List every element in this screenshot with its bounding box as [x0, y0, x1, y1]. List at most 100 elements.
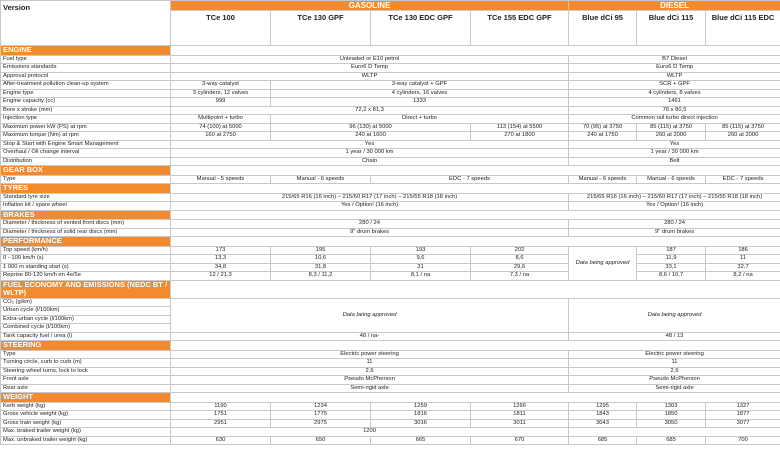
spec-value: 1850 [636, 410, 707, 420]
spec-label: Engine type [0, 88, 171, 98]
spec-value: 685 [636, 435, 707, 445]
spec-value: 31,8 [270, 262, 371, 272]
spec-label: Kerb weight (kg) [0, 401, 171, 411]
spec-value: 1259 [370, 401, 471, 411]
spec-value: Manual - 6 speeds [636, 174, 707, 184]
spec-label: Extra-urban cycle (l/100km) [0, 314, 171, 324]
spec-row: Max. braked trailer weight (kg) 1200 [0, 427, 780, 437]
spec-value: 215/65 R16 (16 inch) – 215/60 R17 (17 in… [568, 192, 780, 202]
spec-value: 240 at 1600 [270, 131, 471, 141]
spec-label: Steering wheel turns, lock to lock [0, 366, 171, 376]
spec-value: 1333 [269, 97, 570, 107]
spec-label: Turning circle, curb to curb (m) [0, 358, 171, 368]
spec-row: Diameter / thickness of vented front dis… [0, 219, 780, 229]
spec-label: Injection type [0, 114, 171, 124]
spec-value: Euro6 D Temp [568, 63, 780, 73]
spec-row: Reprise 80-120 km/h en 4e/5e 12 / 21,3 8,3… [0, 271, 780, 281]
spec-value: 3077 [705, 418, 780, 428]
spec-row: Rear axle Semi-rigid axle Semi-rigid axle [0, 383, 780, 393]
spec-value [568, 427, 780, 437]
model-name: Blue dCi 95 [568, 10, 638, 46]
header-row: Version GASOLINE DIESEL [0, 0, 780, 46]
spec-value: 8,1 / na [370, 271, 471, 281]
spec-value: Pseudo McPherson [169, 375, 570, 385]
section-title: TYRES [0, 183, 171, 194]
section-title: PERFORMANCE [0, 236, 171, 247]
section-fill [169, 45, 780, 56]
spec-label: Rear axle [0, 383, 171, 393]
spec-value: 270 at 1800 [469, 131, 570, 141]
spec-value: 1751 [170, 410, 271, 420]
spec-value: Manual - 6 speeds [568, 174, 638, 184]
spec-row: Kerb weight (kg) 1190 1234 1259 1266 1295 1303… [0, 401, 780, 411]
spec-value: 3016 [370, 418, 471, 428]
spec-row: Maximum power kW (PS) at rpm 74 (100) at … [0, 122, 780, 132]
spec-value: 9" drum brakes [169, 227, 570, 237]
group-header: DIESEL [568, 0, 780, 11]
section-title: STEERING [0, 340, 171, 351]
spec-value: 665 [370, 435, 471, 445]
spec-value: 70 (95) at 3750 [568, 122, 638, 132]
spec-row: Type Electric power steering Electric powe… [0, 349, 780, 359]
spec-value: 173 [170, 245, 271, 255]
spec-label: Standard tyre size [0, 192, 171, 202]
spec-label: Distribution [0, 156, 171, 166]
spec-value: Common rail turbo direct injection [568, 114, 780, 124]
spec-value: 8,6 / 10,7 [636, 271, 707, 281]
spec-label: Type [0, 349, 171, 359]
spec-value: Electric power steering [568, 349, 780, 359]
spec-row: Fuel type Unleaded or E10 petrol B7 Diesel [0, 54, 780, 64]
spec-row: Overhaul / Oil change interval 1 year / 3… [0, 148, 780, 158]
spec-value: 11,9 [636, 254, 707, 264]
spec-value: 187 [636, 245, 707, 255]
spec-label: Gross vehicle weight (kg) [0, 410, 171, 420]
spec-value: B7 Diesel [568, 54, 780, 64]
spec-table: Version GASOLINE DIESEL TCe 100 TCe 130 GPF T… [0, 0, 780, 445]
spec-row: Engine type 3 cylinders, 12 valves 4 cylin… [0, 88, 780, 98]
spec-value: 2951 [170, 418, 271, 428]
spec-value: 8,2 / na [705, 271, 780, 281]
spec-value: 31 [370, 262, 471, 272]
spec-label: Inflation kit / spare wheel [0, 201, 171, 211]
spec-value: 999 [170, 97, 271, 107]
spec-value: 280 / 24 [568, 219, 780, 229]
spec-row: Standard tyre size 215/65 R16 (16 inch) –… [0, 192, 780, 202]
spec-value: 700 [705, 435, 780, 445]
spec-label: Fuel type [0, 54, 171, 64]
spec-value: 48 / na- [169, 331, 570, 341]
spec-value: Yes [169, 139, 570, 149]
spec-value: 4 cylinders, 16 valves [269, 88, 570, 98]
spec-value: 1816 [370, 410, 471, 420]
spec-value: 1190 [170, 401, 271, 411]
spec-row: Diameter / thickness of solid rear discs… [0, 227, 780, 237]
spec-value: 195 [270, 245, 371, 255]
spec-value: 670 [469, 435, 570, 445]
spec-row: Gross vehicle weight (kg) 1751 1775 1816 181… [0, 410, 780, 420]
version-header: Version [0, 0, 171, 46]
spec-row: Steering wheel turns, lock to lock 2,6 2,6 [0, 366, 780, 376]
section-row: PERFORMANCE [0, 236, 780, 247]
spec-value: 160 at 2750 [170, 131, 271, 141]
spec-label: Combined cycle (l/100km) [0, 323, 171, 333]
spec-value: 10,6 [270, 254, 371, 264]
spec-value: 2,6 [169, 366, 570, 376]
spec-row: Type Manual - 5 speeds Manual - 6 speeds ED… [0, 174, 780, 184]
spec-row: Approval protocol WLTP WLTP [0, 71, 780, 81]
spec-value: EDC - 7 speeds [369, 174, 570, 184]
section-title: WEIGHT [0, 392, 171, 403]
spec-value: 630 [170, 435, 271, 445]
spec-row: Engine capacity (cc) 999 1333 1461 [0, 97, 780, 107]
spec-value: 11 [705, 254, 780, 264]
spec-value: 260 at 2000 [636, 131, 707, 141]
spec-value: Manual - 6 speeds [270, 174, 371, 184]
section-row: ENGINE [0, 45, 780, 56]
spec-value: Data being approved [568, 297, 780, 333]
spec-value: Direct + turbo [269, 114, 570, 124]
section-row: TYRES [0, 183, 780, 194]
spec-value: Electric power steering [169, 349, 570, 359]
spec-row: Bore x stroke (mm) 72,2 x 81,3 76 x 80,5 [0, 105, 780, 115]
section-row: BRAKES [0, 209, 780, 220]
spec-value: 193 [370, 245, 471, 255]
spec-row: Turning circle, curb to curb (m) 11 11 [0, 358, 780, 368]
